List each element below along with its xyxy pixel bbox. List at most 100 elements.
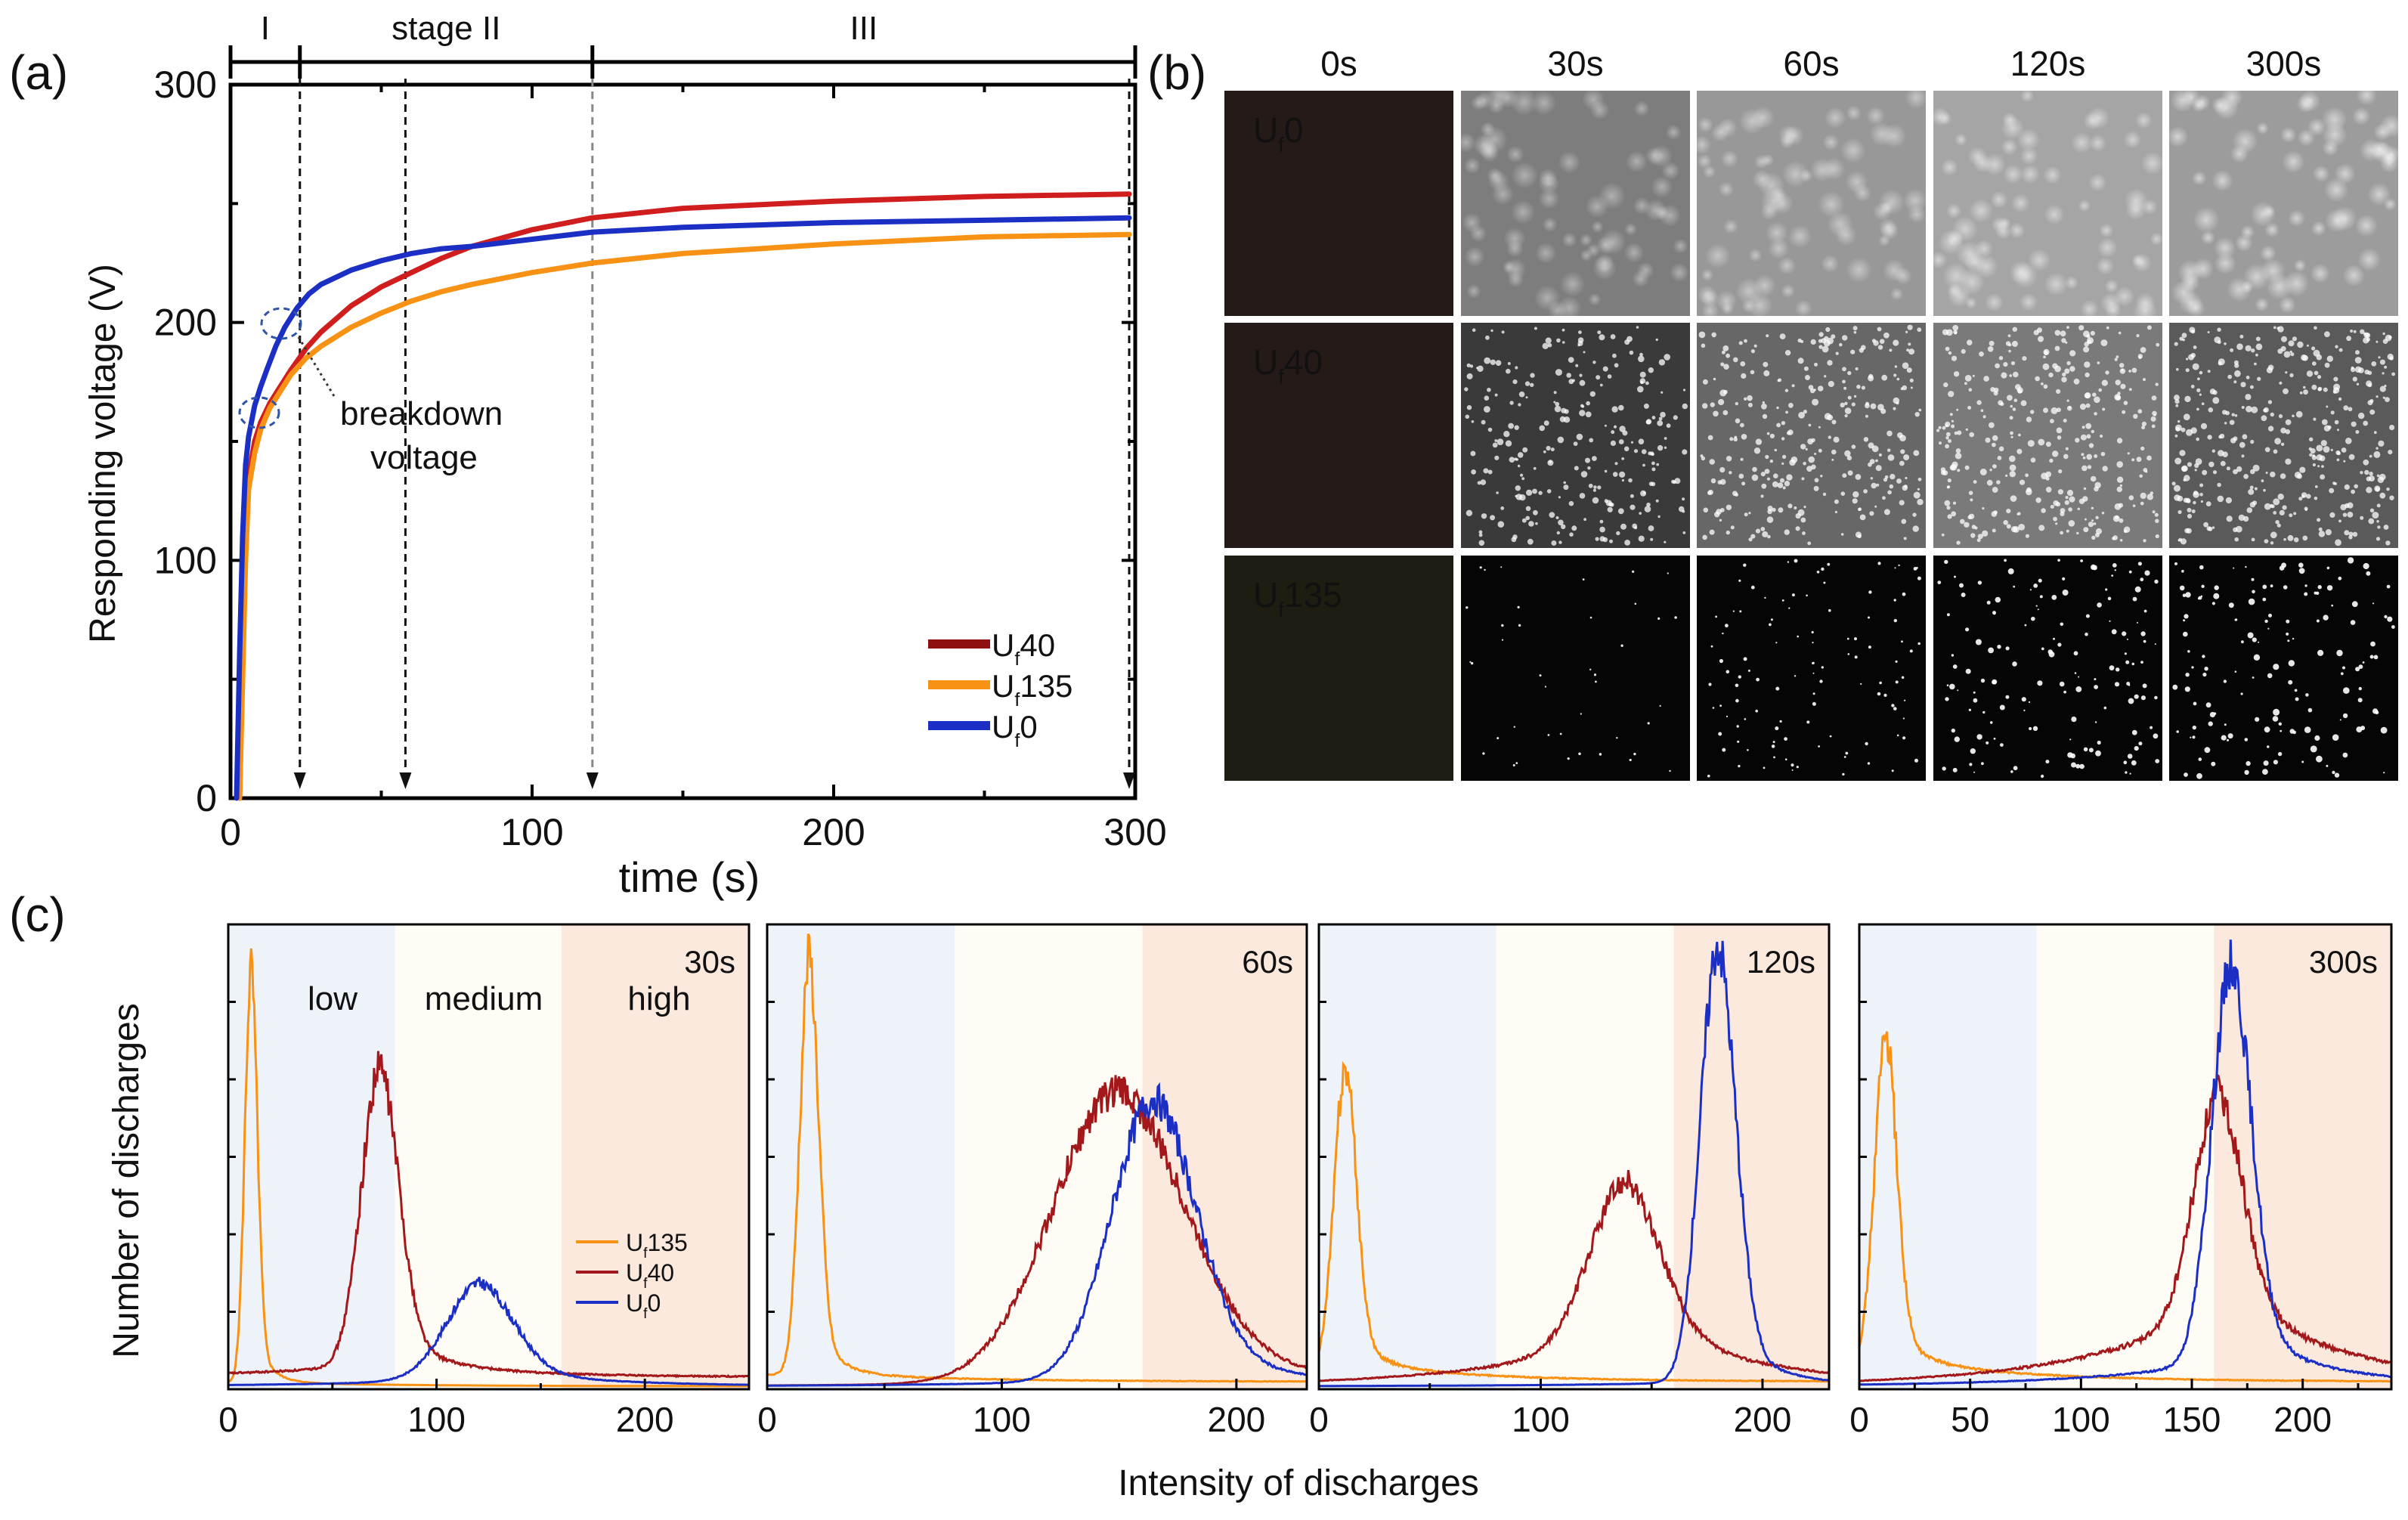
discharge-spot [2299, 466, 2306, 473]
discharge-spot [2229, 419, 2235, 426]
discharge-spot [2141, 421, 2146, 427]
discharge-spot [1629, 758, 1632, 762]
discharge-spot [1592, 255, 1617, 280]
discharge-spot [2171, 280, 2196, 305]
discharge-spot [2332, 770, 2335, 775]
discharge-spot [2197, 377, 2200, 381]
discharge-spot [2102, 407, 2106, 411]
discharge-spot [1487, 427, 1493, 432]
discharge-spot [2245, 345, 2252, 351]
discharge-spot [1626, 150, 1648, 173]
discharge-spot [1871, 339, 1877, 343]
discharge-spot [2185, 368, 2190, 373]
x-tick-label-0: 0 [220, 811, 241, 853]
discharge-spot [2140, 492, 2146, 500]
discharge-spot [2207, 370, 2211, 373]
discharge-spot [1485, 335, 1490, 340]
x-tick-label-100: 100 [973, 1400, 1031, 1439]
discharge-spot [1466, 363, 1471, 367]
discharge-spot [1705, 243, 1731, 269]
discharge-spot [1803, 462, 1806, 466]
discharge-spot [1819, 680, 1823, 683]
discharge-spot [1781, 437, 1785, 441]
discharge-spot [1589, 616, 1592, 619]
discharge-spot [1941, 533, 1945, 537]
discharge-spot [2063, 454, 2069, 460]
discharge-spot [2056, 407, 2061, 413]
discharge-spot [1651, 481, 1656, 487]
discharge-spot [2123, 760, 2128, 765]
discharge-spot [2233, 436, 2238, 441]
discharge-spot [2326, 764, 2329, 767]
discharge-spot [1511, 537, 1517, 543]
discharge-spot [2151, 395, 2157, 401]
discharge-spot [1556, 531, 1560, 535]
discharge-spot [1755, 438, 1763, 445]
discharge-spot [2352, 376, 2357, 382]
discharge-spot [2262, 769, 2268, 775]
discharge-spot [1478, 540, 1485, 546]
discharge-spot [2095, 750, 2101, 757]
discharge-spot [1599, 753, 1602, 756]
discharge-spot [2020, 400, 2027, 407]
discharge-spot [2336, 649, 2343, 657]
discharge-spot [1814, 453, 1817, 455]
discharge-spot [2224, 422, 2227, 425]
discharge-spot [1817, 385, 1824, 392]
discharge-spot [2273, 449, 2278, 454]
x-tick-label-100: 100 [500, 811, 563, 853]
breakdown-annotation: breakdown voltage [238, 307, 503, 476]
discharge-spot [1630, 504, 1636, 510]
discharge-spot [2123, 526, 2131, 533]
discharge-spot [1741, 481, 1746, 486]
discharge-spot [1478, 139, 1498, 159]
discharge-spot [1992, 464, 1997, 469]
discharge-spot [1867, 762, 1871, 765]
discharge-spot [2080, 299, 2099, 319]
discharge-spot [1462, 212, 1482, 233]
discharge-spot [1847, 395, 1852, 400]
discharge-spot [2177, 509, 2182, 515]
discharge-spot [1535, 242, 1557, 264]
discharge-spot [2016, 128, 2041, 151]
discharge-spot [2354, 484, 2358, 489]
discharge-spot [2083, 111, 2101, 130]
discharge-spot [1702, 379, 1708, 385]
discharge-spot [1954, 736, 1960, 742]
discharge-spot [2266, 367, 2273, 373]
discharge-spot [2081, 426, 2085, 429]
discharge-spot [1861, 385, 1865, 390]
discharge-spot [1614, 363, 1619, 368]
discharge-spot [1833, 436, 1840, 443]
discharge-spot [2174, 342, 2178, 346]
discharge-spot [2013, 766, 2018, 771]
discharge-spot [1592, 361, 1596, 364]
discharge-spot [1755, 528, 1761, 534]
legend-label-Uf135-sub: f [1014, 689, 1020, 710]
discharge-spot [2218, 361, 2222, 366]
discharge-spot [1579, 410, 1586, 416]
discharge-spot [2082, 456, 2086, 460]
discharge-spot [2041, 647, 2044, 651]
discharge-spot [2304, 506, 2308, 511]
discharge-spot [1806, 466, 1812, 472]
discharge-spot [2348, 535, 2353, 540]
discharge-spot [2255, 343, 2263, 351]
discharge-spot [1784, 389, 1789, 392]
discharge-spot [1553, 391, 1557, 395]
panel-a-ylabel: Responding voltage (V) [83, 264, 123, 643]
discharge-spot [1957, 430, 1962, 435]
discharge-spot [1766, 516, 1774, 523]
discharge-spot [2262, 597, 2267, 602]
discharge-spot [2054, 330, 2061, 336]
y-tick-label-200: 200 [154, 302, 217, 344]
discharge-spot [2277, 751, 2283, 757]
discharge-spot [1896, 377, 1900, 381]
discharge-spot [2283, 388, 2289, 395]
discharge-spot [1574, 466, 1579, 471]
discharge-spot [1682, 389, 1686, 392]
discharge-spot [2091, 506, 2094, 509]
discharge-spot [2225, 497, 2232, 504]
discharge-spot [1875, 465, 1882, 472]
